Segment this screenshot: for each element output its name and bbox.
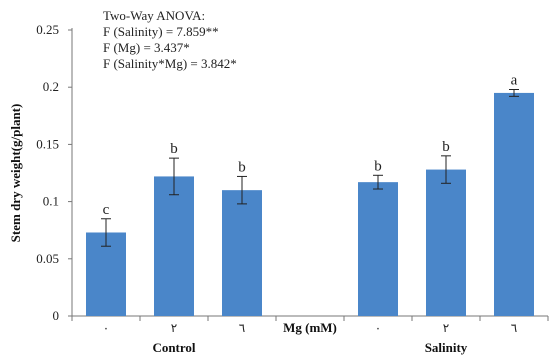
annotation-line: F (Mg) = 3.437*: [103, 40, 190, 55]
significance-letter: a: [511, 72, 518, 88]
x-axis: ٠ ٢ ٦ ٠ ٢ ٦: [71, 315, 549, 335]
annotation-line: Two-Way ANOVA:: [103, 8, 205, 23]
x-tick-label: ٠: [375, 321, 381, 335]
x-tick-label: ٠: [103, 321, 109, 335]
y-tick-label: 0: [53, 308, 60, 323]
x-tick-label: ٢: [171, 321, 177, 335]
bar: [494, 92, 534, 316]
significance-letter: b: [170, 141, 178, 157]
y-axis: 0 0.05 0.1 0.15 0.2 0.25: [36, 22, 73, 323]
bar: [426, 169, 466, 316]
y-tick-label: 0.05: [36, 251, 59, 266]
x-tick-label: ٢: [443, 321, 449, 335]
bar: [154, 176, 194, 316]
y-tick-label: 0.1: [43, 194, 59, 209]
group-label-salinity: Salinity: [425, 340, 468, 355]
y-axis-label: Stem dry weight(g/plant): [8, 104, 23, 243]
annotation-line: F (Salinity*Mg) = 3.842*: [103, 56, 237, 71]
anova-annotation: Two-Way ANOVA:F (Salinity) = 7.859**F (M…: [103, 8, 237, 71]
y-tick-label: 0.2: [43, 79, 59, 94]
bars: c b b b b a: [86, 72, 534, 316]
y-tick-label: 0.25: [36, 22, 59, 37]
significance-letter: b: [374, 158, 382, 174]
x-tick-label: ٦: [239, 321, 245, 335]
group-label-control: Control: [152, 340, 195, 355]
significance-letter: b: [442, 139, 450, 155]
x-tick-label: ٦: [511, 321, 517, 335]
bar: [358, 182, 398, 316]
significance-letter: c: [103, 202, 110, 218]
annotation-line: F (Salinity) = 7.859**: [103, 24, 219, 39]
y-tick-label: 0.15: [36, 136, 59, 151]
mg-axis-annotation: Mg (mM): [283, 320, 337, 335]
bar: [222, 190, 262, 316]
significance-letter: b: [238, 159, 246, 175]
